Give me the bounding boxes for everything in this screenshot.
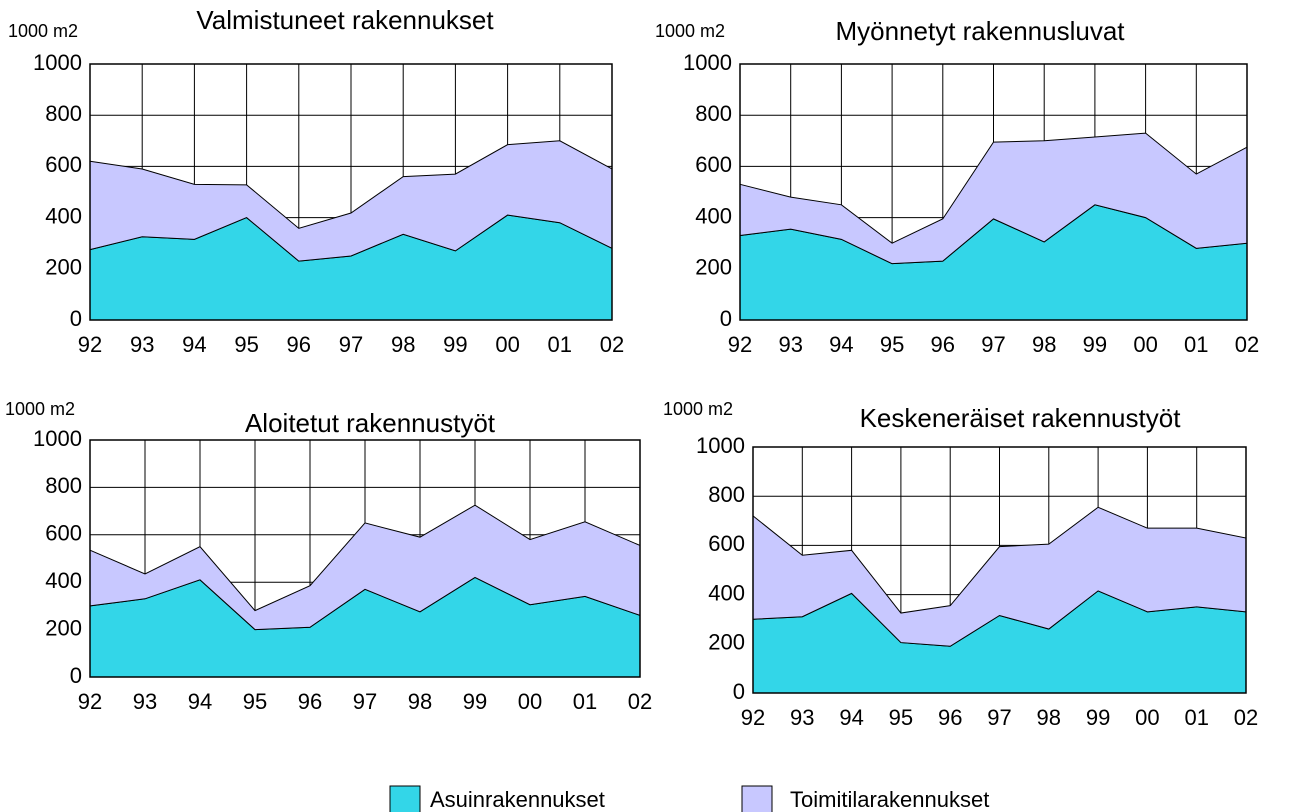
x-tick-label: 01 [1184, 705, 1208, 730]
x-tick-label: 93 [133, 689, 157, 714]
y-tick-label: 600 [708, 531, 745, 556]
y-tick-label: 200 [45, 615, 82, 640]
x-tick-label: 97 [353, 689, 377, 714]
x-tick-label: 99 [1086, 705, 1110, 730]
x-tick-label: 99 [463, 689, 487, 714]
y-tick-label: 1000 [696, 433, 745, 458]
y-tick-label: 600 [45, 152, 82, 177]
x-tick-label: 00 [1133, 332, 1157, 357]
y-tick-label: 800 [708, 482, 745, 507]
x-tick-label: 96 [298, 689, 322, 714]
y-axis-label: 1000 m2 [655, 21, 725, 41]
plot-frame [89, 63, 613, 321]
y-axis-label: 1000 m2 [663, 399, 733, 419]
plot-frame [89, 439, 641, 678]
x-tick-label: 01 [573, 689, 597, 714]
legend-label: Toimitilarakennukset [790, 787, 989, 812]
y-tick-label: 800 [695, 101, 732, 126]
x-tick-label: 01 [1184, 332, 1208, 357]
x-tick-label: 92 [741, 705, 765, 730]
x-tick-label: 00 [518, 689, 542, 714]
y-tick-label: 0 [733, 679, 745, 704]
y-tick-label: 0 [70, 306, 82, 331]
x-tick-label: 98 [391, 332, 415, 357]
x-tick-label: 02 [600, 332, 624, 357]
chart-title: Keskeneräiset rakennustyöt [860, 403, 1182, 433]
x-tick-label: 00 [1135, 705, 1159, 730]
plot-frame [739, 63, 1248, 321]
y-tick-label: 0 [70, 663, 82, 688]
y-tick-label: 600 [45, 521, 82, 546]
x-tick-label: 96 [287, 332, 311, 357]
y-tick-label: 1000 [683, 50, 732, 75]
y-axis-label: 1000 m2 [5, 399, 75, 419]
x-tick-label: 97 [339, 332, 363, 357]
x-tick-label: 92 [728, 332, 752, 357]
x-tick-label: 92 [78, 689, 102, 714]
y-tick-label: 800 [45, 473, 82, 498]
legend-swatch [741, 785, 773, 812]
y-tick-label: 800 [45, 101, 82, 126]
x-tick-label: 97 [981, 332, 1005, 357]
x-tick-label: 94 [182, 332, 206, 357]
legend-swatch [389, 785, 421, 812]
y-tick-label: 600 [695, 152, 732, 177]
x-tick-label: 98 [408, 689, 432, 714]
x-tick-label: 95 [889, 705, 913, 730]
y-tick-label: 200 [695, 255, 732, 280]
chart-title: Valmistuneet rakennukset [196, 5, 494, 35]
x-tick-label: 96 [938, 705, 962, 730]
legend-label: Asuinrakennukset [430, 787, 605, 812]
x-tick-label: 92 [78, 332, 102, 357]
y-tick-label: 400 [45, 203, 82, 228]
plot-frame [752, 446, 1247, 694]
x-tick-label: 93 [790, 705, 814, 730]
x-tick-label: 02 [1234, 705, 1258, 730]
y-tick-label: 1000 [33, 50, 82, 75]
y-tick-label: 400 [695, 203, 732, 228]
y-tick-label: 0 [720, 306, 732, 331]
x-tick-label: 00 [495, 332, 519, 357]
chart-title: Myönnetyt rakennusluvat [835, 16, 1125, 46]
x-tick-label: 95 [234, 332, 258, 357]
x-tick-label: 98 [1032, 332, 1056, 357]
y-tick-label: 200 [708, 630, 745, 655]
x-tick-label: 96 [931, 332, 955, 357]
x-tick-label: 99 [443, 332, 467, 357]
x-tick-label: 98 [1037, 705, 1061, 730]
y-axis-label: 1000 m2 [8, 21, 78, 41]
x-tick-label: 94 [829, 332, 853, 357]
x-tick-label: 93 [130, 332, 154, 357]
x-tick-label: 02 [1235, 332, 1259, 357]
x-tick-label: 93 [778, 332, 802, 357]
x-tick-label: 02 [628, 689, 652, 714]
y-tick-label: 200 [45, 255, 82, 280]
chart-title: Aloitetut rakennustyöt [245, 408, 496, 438]
y-tick-label: 400 [45, 568, 82, 593]
y-tick-label: 400 [708, 580, 745, 605]
x-tick-label: 95 [243, 689, 267, 714]
x-tick-label: 94 [188, 689, 212, 714]
x-tick-label: 94 [839, 705, 863, 730]
y-tick-label: 1000 [33, 426, 82, 451]
x-tick-label: 01 [548, 332, 572, 357]
x-tick-label: 97 [987, 705, 1011, 730]
x-tick-label: 95 [880, 332, 904, 357]
x-tick-label: 99 [1083, 332, 1107, 357]
